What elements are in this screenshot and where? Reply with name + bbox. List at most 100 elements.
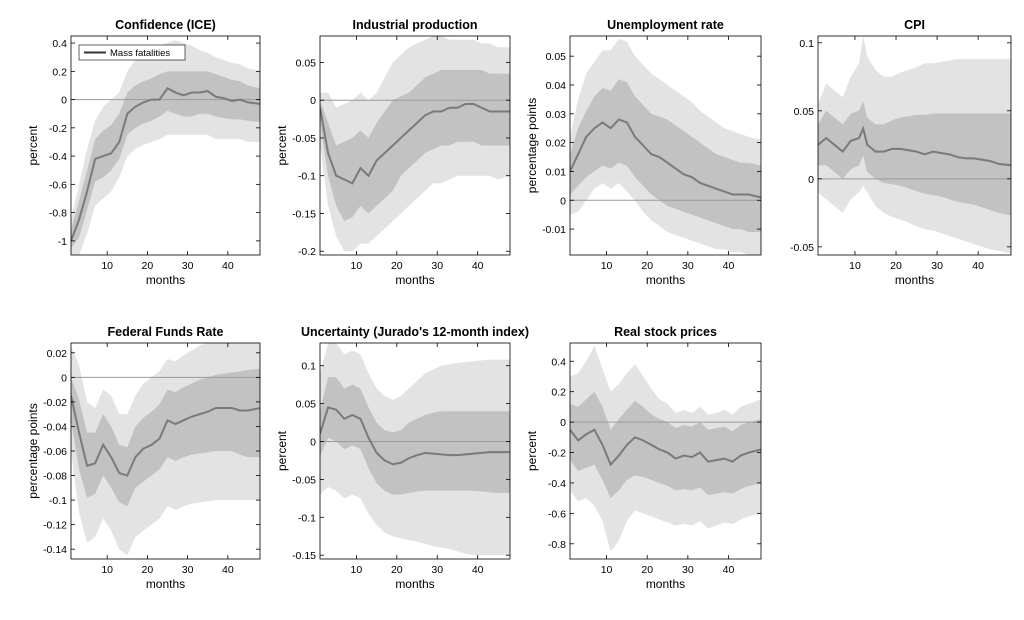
chart-panel-2: 10 20 30 40 -0.2 -0.15 -0.1 -0.05 0 0.05 Industria… <box>275 18 511 287</box>
inner-confidence-band <box>320 377 510 495</box>
plot-area <box>570 38 761 255</box>
median-response-line <box>570 428 761 467</box>
median-response-line <box>818 125 1011 167</box>
median-response-line <box>320 406 510 466</box>
y-tick-label: -0.05 <box>292 133 316 145</box>
legend-entry: Mass fatalities <box>110 48 170 59</box>
y-tick-label: 0.02 <box>546 138 567 150</box>
chart-panel-7: 10 20 30 40 -0.8 -0.6 -0.4 -0.2 0 0.2 0.4 Real stoc… <box>525 325 762 591</box>
y-tick-label: -0.02 <box>43 397 67 409</box>
inner-confidence-band <box>320 69 510 222</box>
x-tick-label: 10 <box>601 260 613 272</box>
y-axis-label: percent <box>275 430 289 471</box>
y-tick-label: -0.1 <box>298 171 316 183</box>
y-tick-label: 0 <box>310 95 316 107</box>
x-tick-label: 30 <box>182 564 194 576</box>
y-tick-label: -0.14 <box>43 544 67 556</box>
chart-panel-5: 10 20 30 40 -0.14 -0.12 -0.1 -0.08 -0.06 -0.04 -0.… <box>26 325 261 591</box>
median-response-line <box>71 86 260 242</box>
y-tick-label: -0.01 <box>542 224 566 236</box>
x-tick-label: 10 <box>101 564 113 576</box>
x-tick-label: 20 <box>142 260 154 272</box>
chart-title: CPI <box>904 18 925 32</box>
plot-area <box>320 343 510 556</box>
x-tick-label: 20 <box>391 260 403 272</box>
inner-confidence-band <box>570 391 761 499</box>
plot-area <box>570 346 761 552</box>
y-tick-label: 0.1 <box>301 361 316 373</box>
y-tick-label: -0.05 <box>292 474 316 486</box>
y-tick-label: 0.4 <box>551 356 566 368</box>
x-axis-label: months <box>646 273 685 287</box>
legend-box <box>78 44 186 61</box>
x-tick-label: 30 <box>431 260 443 272</box>
x-tick-label: 10 <box>601 564 613 576</box>
y-tick-label: -0.2 <box>548 448 566 460</box>
chart-title: Uncertainty (Jurado's 12-month index) <box>301 325 529 339</box>
x-tick-label: 30 <box>431 564 443 576</box>
chart-title: Real stock prices <box>614 325 717 339</box>
chart-panel-1: 10 20 30 40 -1 -0.8 -0.6 -0.4 -0.2 0 0.2 0.4 Confide… <box>26 18 261 287</box>
y-axis-label: percent <box>525 430 539 471</box>
x-tick-label: 20 <box>641 564 653 576</box>
x-tick-label: 40 <box>723 564 735 576</box>
x-axis-label: months <box>395 273 434 287</box>
chart-panel-3: 10 20 30 40 -0.01 0 0.01 0.02 0.03 0.04 0.05 Unempl… <box>525 18 762 287</box>
y-tick-label: 0.01 <box>546 166 567 178</box>
x-axis-label: months <box>146 273 185 287</box>
inner-confidence-band <box>818 101 1011 216</box>
y-tick-label: -0.1 <box>49 495 67 507</box>
inner-confidence-band <box>570 79 761 232</box>
x-tick-label: 10 <box>351 260 363 272</box>
y-axis-label: percentage points <box>26 403 40 498</box>
x-tick-label: 20 <box>391 564 403 576</box>
axes-frame <box>569 35 762 256</box>
y-tick-label: 0.4 <box>52 38 67 50</box>
y-tick-label: -0.08 <box>43 471 67 483</box>
chart-title: Industrial production <box>353 18 478 32</box>
plot-area <box>320 36 510 252</box>
median-response-line <box>71 395 260 477</box>
y-tick-label: 0.04 <box>546 80 567 92</box>
y-axis-label: percentage points <box>525 98 539 193</box>
plot-area <box>818 36 1011 254</box>
y-tick-label: -0.4 <box>548 478 566 490</box>
x-tick-label: 40 <box>472 260 484 272</box>
x-tick-label: 40 <box>472 564 484 576</box>
y-tick-label: -0.12 <box>43 520 67 532</box>
median-response-line <box>320 102 510 185</box>
y-tick-label: 0.05 <box>296 399 317 411</box>
median-response-line <box>570 118 761 199</box>
chart-panel-6: 10 20 30 40 -0.15 -0.1 -0.05 0 0.05 0.1 Uncertaint… <box>275 325 529 591</box>
x-tick-label: 40 <box>222 564 234 576</box>
y-tick-label: 0 <box>560 417 566 429</box>
x-tick-label: 30 <box>182 260 194 272</box>
y-tick-label: 0 <box>61 95 67 107</box>
x-tick-label: 30 <box>682 260 694 272</box>
y-tick-label: -0.04 <box>43 421 67 433</box>
y-axis-label: percent <box>275 125 289 166</box>
y-tick-label: -0.2 <box>49 123 67 135</box>
chart-panel-4: 10 20 30 40 -0.05 0 0.05 0.1 CPI months <box>790 18 1012 287</box>
x-axis-label: months <box>895 273 934 287</box>
y-tick-label: -1 <box>58 236 67 248</box>
axes-frame <box>569 342 762 560</box>
y-tick-label: 0.2 <box>551 387 566 399</box>
panels: 10 20 30 40 -1 -0.8 -0.6 -0.4 -0.2 0 0.2 0.4 Confide… <box>26 18 1012 591</box>
y-tick-label: 0.05 <box>546 51 567 63</box>
x-tick-label: 40 <box>972 260 984 272</box>
chart-title: Confidence (ICE) <box>115 18 216 32</box>
y-tick-label: -0.2 <box>298 246 316 258</box>
y-tick-label: -0.6 <box>548 508 566 520</box>
y-tick-label: 0 <box>310 437 316 449</box>
axes-frame <box>319 342 511 560</box>
inner-confidence-band <box>71 71 260 248</box>
y-tick-label: 0.05 <box>296 57 317 69</box>
x-axis-label: months <box>395 577 434 591</box>
x-tick-label: 40 <box>222 260 234 272</box>
y-tick-label: 0 <box>61 372 67 384</box>
x-tick-label: 20 <box>890 260 902 272</box>
chart-title: Federal Funds Rate <box>108 325 224 339</box>
x-tick-label: 10 <box>849 260 861 272</box>
